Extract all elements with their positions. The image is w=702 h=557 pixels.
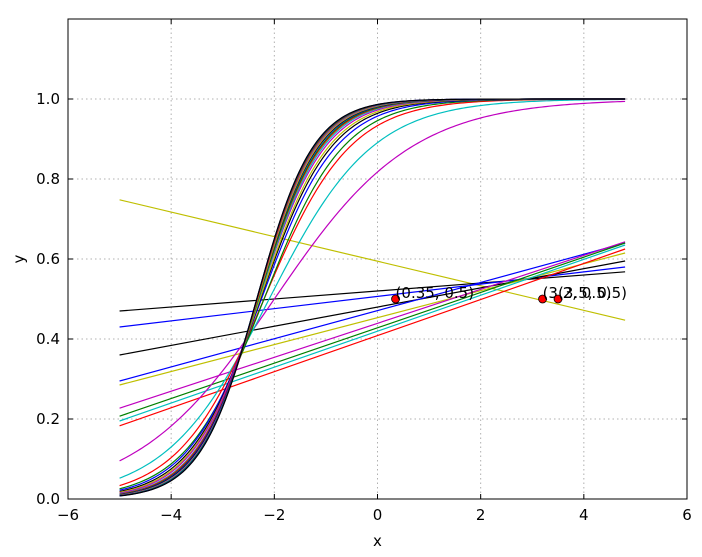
linear-series-line: [119, 242, 626, 417]
series-group: [119, 98, 626, 497]
sigmoid-series-line: [119, 98, 626, 497]
linear-series-line: [119, 260, 626, 356]
linear-series-line: [119, 252, 626, 386]
x-tick-label: 0: [373, 506, 383, 524]
linear-series-line: [119, 244, 626, 422]
points-group: (0.35, 0.5) (3.2, 0.5)(3.5, 0.5): [391, 284, 627, 304]
data-point: [553, 294, 563, 304]
linear-series-line: [119, 199, 626, 321]
y-tick-label: 0.0: [36, 490, 60, 508]
data-point-label: (0.35, 0.5): [396, 284, 475, 302]
y-tick-label: 0.6: [36, 250, 60, 268]
sigmoid-series-line: [119, 100, 626, 462]
x-axis-label: x: [373, 532, 382, 550]
data-point: [391, 294, 400, 304]
y-axis-label: y: [10, 254, 28, 263]
x-tick-label: −6: [57, 506, 79, 524]
x-tick-label: −2: [263, 506, 285, 524]
linear-series-line: [119, 242, 626, 382]
x-tick-label: 4: [579, 506, 589, 524]
x-tick-label: 6: [682, 506, 692, 524]
y-tick-label: 0.2: [36, 410, 60, 428]
ticks-group: −6 −4 −2 0 2 4 6 0.0 0.2 0.4 0.6 0.8 1.0: [36, 19, 692, 524]
x-tick-label: 2: [476, 506, 486, 524]
data-point-label: (3.5, 0.5): [558, 284, 627, 302]
data-point: [538, 294, 547, 304]
grid: [68, 19, 687, 499]
x-tick-label: −4: [160, 506, 182, 524]
y-tick-label: 0.4: [36, 330, 60, 348]
linear-series-line: [119, 241, 626, 409]
sigmoid-series-line: [119, 98, 626, 479]
y-tick-label: 1.0: [36, 90, 60, 108]
y-tick-label: 0.8: [36, 170, 60, 188]
linear-series-line: [119, 248, 626, 427]
